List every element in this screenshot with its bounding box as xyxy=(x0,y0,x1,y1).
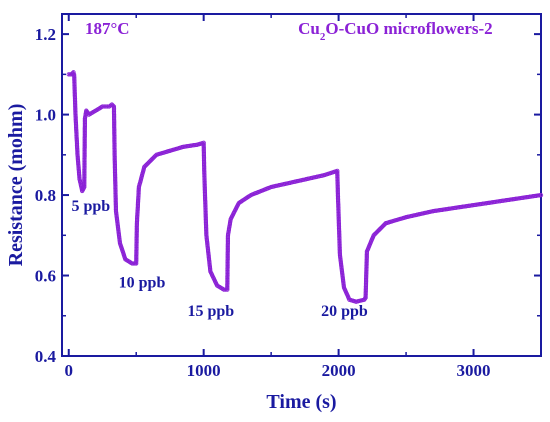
y-tick-label: 1.2 xyxy=(35,25,56,44)
y-tick-label: 0.6 xyxy=(35,267,56,286)
x-tick-label: 2000 xyxy=(322,361,356,380)
data-point xyxy=(147,159,152,164)
data-point xyxy=(378,226,383,231)
data-point xyxy=(375,228,381,234)
annotation-label: 15 ppb xyxy=(187,303,234,320)
x-axis-title: Time (s) xyxy=(266,391,336,413)
data-point xyxy=(146,160,151,165)
data-point xyxy=(380,224,385,229)
annotation-label: 20 ppb xyxy=(321,303,368,320)
data-point xyxy=(149,157,155,162)
annotation-label: 10 ppb xyxy=(119,275,166,292)
y-axis-title: Resistance (mohm) xyxy=(5,104,27,267)
y-tick-label: 0.4 xyxy=(35,347,57,366)
plot-frame xyxy=(61,13,542,357)
data-point xyxy=(371,233,376,238)
data-point xyxy=(373,230,379,236)
x-tick-label: 3000 xyxy=(457,361,491,380)
y-tick-label: 1.0 xyxy=(35,106,56,125)
x-tick-label: 0 xyxy=(64,361,73,380)
data-point xyxy=(148,158,154,163)
annotation-label: Cu2O-CuO microflowers-2 xyxy=(298,19,493,43)
data-point xyxy=(372,232,377,237)
data-point xyxy=(374,229,380,235)
data-point xyxy=(143,163,148,168)
data-point xyxy=(379,225,384,230)
data-point xyxy=(377,227,382,232)
data-point xyxy=(538,192,544,198)
x-tick-label: 1000 xyxy=(187,361,221,380)
data-point xyxy=(152,154,157,160)
data-point xyxy=(381,223,386,228)
data-point xyxy=(144,162,149,167)
annotation-label: 187°C xyxy=(85,19,130,38)
data-point xyxy=(150,155,156,161)
data-point xyxy=(145,161,150,166)
y-tick-label: 0.8 xyxy=(35,186,56,205)
data-point xyxy=(142,164,147,170)
annotation-label: 5 ppb xyxy=(71,198,110,215)
data-point xyxy=(537,193,542,198)
data-point xyxy=(66,72,71,77)
